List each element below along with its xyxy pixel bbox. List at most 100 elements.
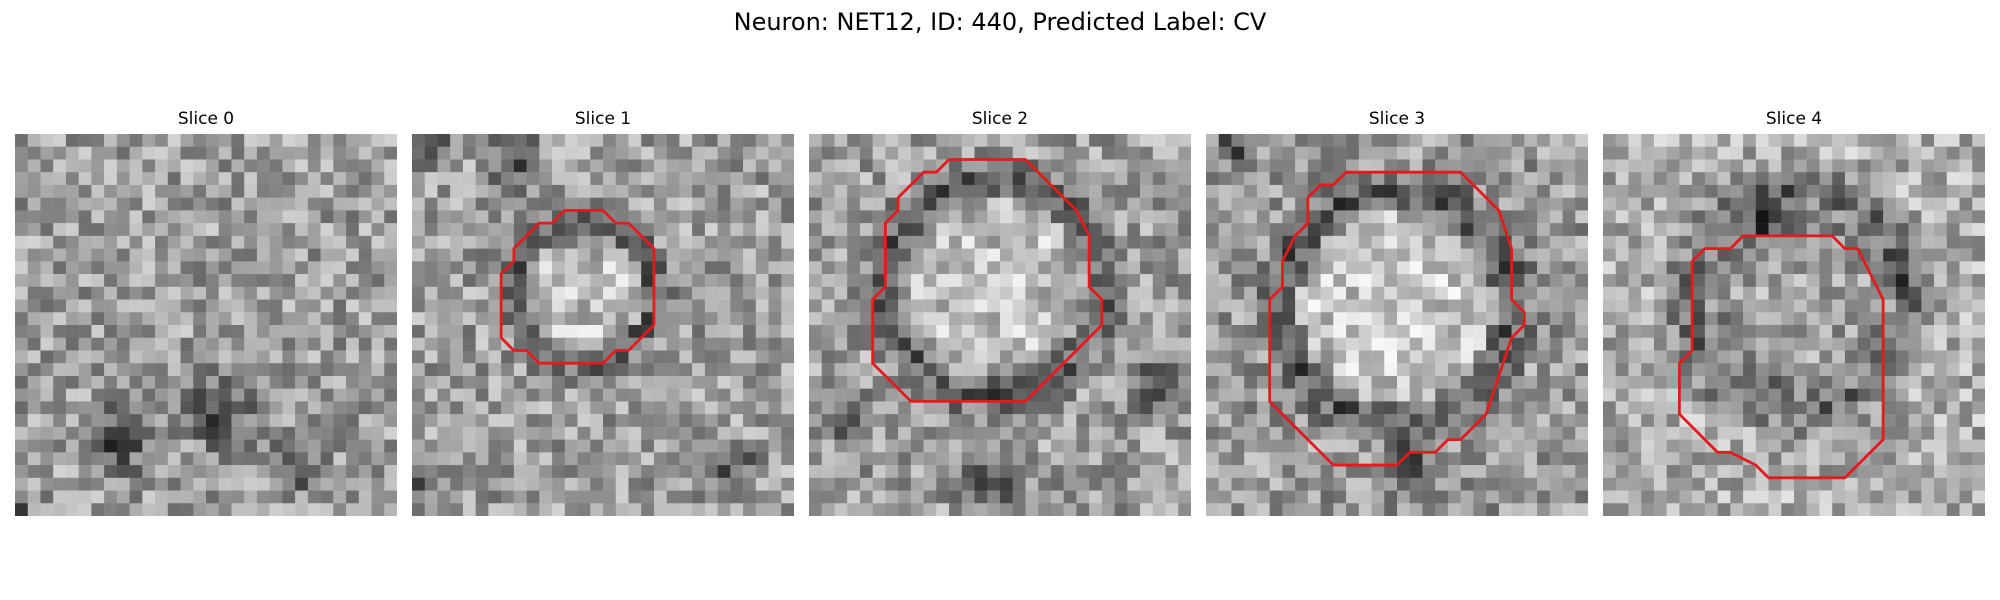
image-pixel — [180, 325, 194, 338]
image-pixel — [1076, 210, 1090, 224]
image-pixel — [450, 350, 464, 364]
image-pixel — [1934, 477, 1948, 491]
image-pixel — [1972, 363, 1985, 377]
image-pixel — [78, 375, 92, 389]
image-pixel — [333, 426, 347, 440]
image-pixel — [1717, 503, 1731, 516]
image-pixel — [1768, 388, 1782, 402]
image-pixel — [923, 414, 937, 428]
image-pixel — [1371, 261, 1385, 275]
image-pixel — [40, 426, 54, 440]
image-pixel — [898, 414, 912, 428]
image-pixel — [91, 312, 105, 326]
image-pixel — [987, 414, 1001, 428]
image-pixel — [1498, 184, 1512, 198]
image-pixel — [1038, 439, 1052, 453]
image-pixel — [809, 197, 822, 211]
image-pixel — [1050, 477, 1064, 491]
image-pixel — [859, 363, 873, 377]
image-pixel — [885, 299, 899, 313]
image-pixel — [1397, 210, 1410, 224]
image-pixel — [437, 426, 451, 440]
image-pixel — [1050, 337, 1064, 351]
image-pixel — [755, 146, 769, 160]
image-pixel — [872, 235, 886, 249]
image-pixel — [628, 401, 642, 415]
image-pixel — [384, 477, 397, 491]
image-pixel — [603, 388, 616, 402]
image-pixel — [193, 388, 207, 402]
image-pixel — [1575, 350, 1588, 364]
image-pixel — [768, 248, 782, 262]
image-pixel — [1152, 159, 1166, 173]
image-pixel — [1025, 223, 1039, 237]
image-pixel — [307, 414, 321, 428]
image-pixel — [384, 134, 397, 147]
image-pixel — [755, 235, 769, 249]
image-pixel — [1435, 477, 1449, 491]
image-pixel — [1000, 503, 1013, 516]
image-pixel — [1000, 299, 1013, 313]
image-pixel — [552, 414, 566, 428]
image-pixel — [65, 477, 79, 491]
image-pixel — [1038, 210, 1052, 224]
image-pixel — [53, 261, 67, 275]
image-pixel — [206, 312, 219, 326]
image-pixel — [1101, 337, 1115, 351]
image-pixel — [462, 363, 476, 377]
image-pixel — [244, 159, 258, 173]
image-pixel — [1806, 312, 1820, 326]
image-pixel — [885, 490, 899, 504]
image-pixel — [885, 388, 899, 402]
image-pixel — [781, 197, 794, 211]
image-pixel — [412, 312, 425, 326]
image-pixel — [1460, 503, 1474, 516]
image-pixel — [781, 325, 794, 338]
image-pixel — [269, 325, 283, 338]
image-pixel — [821, 375, 835, 389]
image-pixel — [1269, 375, 1283, 389]
image-pixel — [1269, 159, 1283, 173]
image-pixel — [1244, 465, 1258, 479]
image-pixel — [847, 375, 861, 389]
image-pixel — [116, 414, 130, 428]
image-pixel — [1333, 286, 1347, 300]
image-pixel — [1794, 286, 1807, 300]
image-pixel — [1460, 350, 1474, 364]
image-pixel — [615, 465, 629, 479]
image-pixel — [1269, 363, 1283, 377]
image-pixel — [104, 274, 118, 288]
image-pixel — [424, 375, 438, 389]
image-pixel — [1012, 134, 1026, 147]
image-pixel — [1307, 401, 1321, 415]
image-pixel — [526, 465, 540, 479]
image-pixel — [1959, 274, 1973, 288]
image-pixel — [15, 337, 28, 351]
slice-image — [809, 134, 1191, 516]
image-pixel — [1063, 426, 1077, 440]
image-pixel — [1447, 325, 1461, 338]
image-pixel — [1692, 197, 1706, 211]
image-pixel — [755, 337, 769, 351]
image-pixel — [1794, 223, 1807, 237]
image-pixel — [501, 503, 515, 516]
image-pixel — [910, 184, 924, 198]
image-pixel — [206, 146, 219, 160]
image-pixel — [244, 184, 258, 198]
image-pixel — [910, 375, 924, 389]
image-pixel — [1575, 248, 1588, 262]
image-pixel — [307, 452, 321, 466]
image-pixel — [1165, 172, 1179, 186]
image-pixel — [256, 274, 270, 288]
image-pixel — [1959, 465, 1973, 479]
image-pixel — [1628, 197, 1642, 211]
image-pixel — [371, 414, 385, 428]
image-pixel — [1562, 401, 1576, 415]
image-pixel — [1921, 299, 1935, 313]
image-pixel — [371, 325, 385, 338]
image-pixel — [295, 465, 309, 479]
image-pixel — [1628, 299, 1642, 313]
image-pixel — [1000, 172, 1013, 186]
image-pixel — [898, 337, 912, 351]
image-pixel — [1768, 274, 1782, 288]
